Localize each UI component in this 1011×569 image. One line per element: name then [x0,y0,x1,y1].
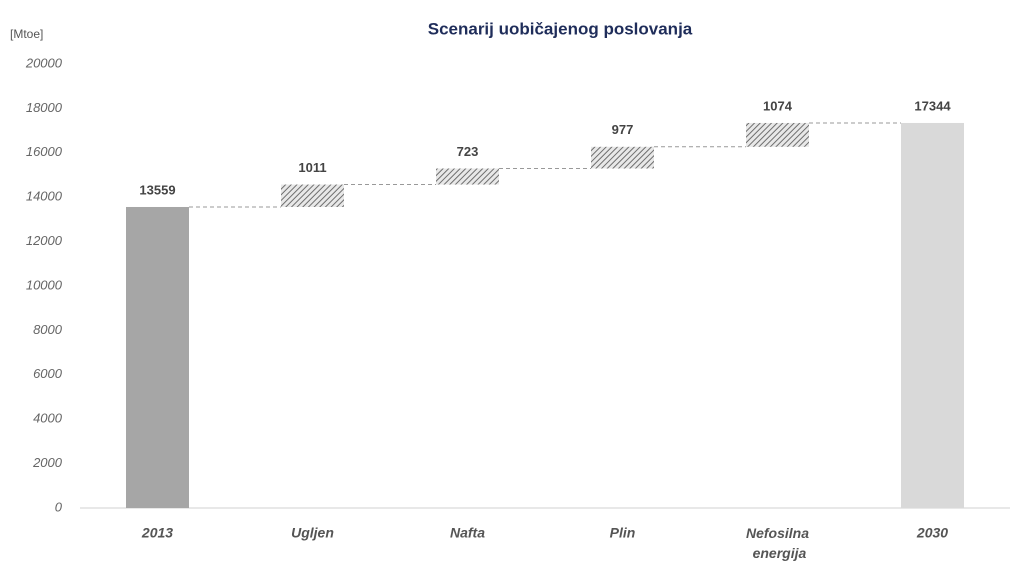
y-tick-label: 4000 [33,411,63,426]
x-tick-label: Plin [610,525,636,541]
y-tick-label: 8000 [33,322,63,337]
y-axis-label: [Mtoe] [10,27,43,41]
data-label: 977 [612,122,634,137]
x-tick-label: Nefosilna energija [746,525,809,561]
bar [281,184,344,207]
bar [591,146,654,169]
y-tick-label: 0 [55,499,63,514]
data-label: 17344 [914,98,951,113]
data-label: 723 [457,144,479,159]
y-tick-label: 10000 [26,277,63,292]
y-tick-label: 16000 [26,144,63,159]
chart-title: Scenarij uobičajenog poslovanja [428,19,693,38]
y-tick-label: 2000 [32,455,63,470]
x-tick-label: Ugljen [291,525,334,541]
x-tick-label: Nafta [450,525,485,541]
y-tick-label: 6000 [33,366,63,381]
x-tick-label: 2030 [916,525,948,541]
y-tick-label: 14000 [26,189,63,204]
data-label: 1011 [298,160,326,175]
data-label: 1074 [763,98,793,113]
bar [746,122,809,147]
y-tick-label: 18000 [26,100,63,115]
y-tick-label: 12000 [26,233,63,248]
bar [901,122,964,509]
y-tick-label: 20000 [25,55,63,70]
x-tick-label: 2013 [141,525,173,541]
bar [436,168,499,185]
data-label: 13559 [139,182,175,197]
bar [126,206,189,508]
